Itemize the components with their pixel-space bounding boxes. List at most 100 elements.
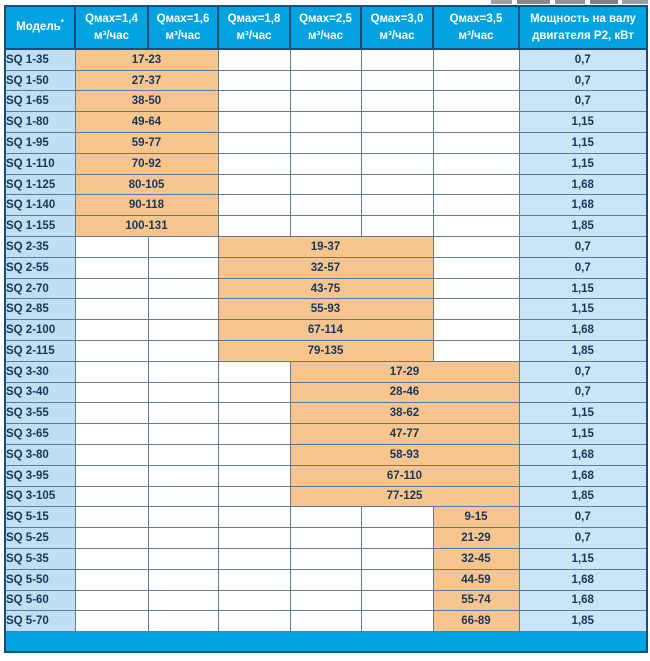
empty-cell <box>147 319 219 341</box>
model-cell: SQ 3-80 <box>4 443 76 466</box>
empty-cell <box>360 69 434 92</box>
empty-cell <box>432 215 520 238</box>
qmax-header-unit: м³/час <box>236 29 272 42</box>
cropped-image-fragment <box>590 0 618 4</box>
empty-cell <box>217 402 291 425</box>
empty-cell <box>217 568 291 591</box>
empty-cell <box>217 610 291 633</box>
table-row: SQ 1-35 17-23 0,7 <box>4 48 648 71</box>
empty-cell <box>147 256 219 279</box>
empty-cell <box>147 506 219 529</box>
table-row: SQ 2-70 43-75 1,15 <box>4 277 648 300</box>
model-cell: SQ 1-80 <box>4 111 76 134</box>
empty-cell <box>360 527 434 549</box>
power-cell: 0,7 <box>518 527 648 549</box>
empty-cell <box>432 69 520 92</box>
power-cell: 0,7 <box>518 69 648 92</box>
table-header: Модель* Qмах=1,4 м³/час Qмах=1,6 м³/час Qмах=… <box>4 4 648 51</box>
qmax-header-label: Qмах=2,5 <box>299 13 352 25</box>
power-cell: 1,15 <box>518 547 648 570</box>
empty-cell <box>289 506 362 529</box>
empty-cell <box>74 298 149 321</box>
model-cell: SQ 3-65 <box>4 423 76 445</box>
empty-cell <box>147 610 219 633</box>
empty-cell <box>74 423 149 445</box>
empty-cell <box>217 90 291 113</box>
qmax-header-label: Qмах=1,8 <box>227 13 281 25</box>
header-cell-q35: Qмах=3,5 м³/час <box>432 4 520 51</box>
flow-range-cell: 17-23 <box>74 48 219 71</box>
flow-range-cell: 59-77 <box>74 132 219 154</box>
power-header-line1: Мощность на валу <box>530 13 636 25</box>
flow-range-cell: 80-105 <box>74 173 219 196</box>
empty-cell <box>74 589 149 612</box>
empty-cell <box>217 381 291 404</box>
empty-cell <box>289 152 362 175</box>
model-cell: SQ 3-30 <box>4 360 76 383</box>
flow-range-cell: 9-15 <box>432 506 520 529</box>
table-row: SQ 2-55 32-57 0,7 <box>4 256 648 279</box>
empty-cell <box>217 132 291 154</box>
empty-cell <box>217 589 291 612</box>
empty-cell <box>432 173 520 196</box>
footer-row <box>4 631 648 653</box>
empty-cell <box>289 194 362 217</box>
flow-range-cell: 43-75 <box>217 277 434 300</box>
empty-cell <box>217 152 291 175</box>
power-cell: 1,68 <box>518 194 648 217</box>
model-cell: SQ 2-55 <box>4 256 76 279</box>
empty-cell <box>217 485 291 508</box>
empty-cell <box>74 236 149 258</box>
power-cell: 0,7 <box>518 381 648 404</box>
empty-cell <box>360 194 434 217</box>
header-cell-q25: Qмах=2,5 м³/час <box>289 4 362 51</box>
model-cell: SQ 5-60 <box>4 589 76 612</box>
empty-cell <box>217 547 291 570</box>
flow-range-cell: 77-125 <box>289 485 520 508</box>
empty-cell <box>360 90 434 113</box>
model-cell: SQ 2-70 <box>4 277 76 300</box>
empty-cell <box>432 152 520 175</box>
flow-range-cell: 67-110 <box>289 464 520 487</box>
qmax-header-unit: м³/час <box>379 29 415 42</box>
empty-cell <box>360 547 434 570</box>
empty-cell <box>289 69 362 92</box>
empty-cell <box>289 527 362 549</box>
empty-cell <box>360 568 434 591</box>
empty-cell <box>289 48 362 71</box>
empty-cell <box>289 111 362 134</box>
model-cell: SQ 3-95 <box>4 464 76 487</box>
table-row: SQ 2-35 19-37 0,7 <box>4 236 648 258</box>
flow-range-cell: 66-89 <box>432 610 520 633</box>
empty-cell <box>74 381 149 404</box>
empty-cell <box>217 464 291 487</box>
table-row: SQ 2-115 79-135 1,85 <box>4 340 648 362</box>
empty-cell <box>432 111 520 134</box>
power-cell: 1,68 <box>518 464 648 487</box>
table-row: SQ 3-30 17-29 0,7 <box>4 360 648 383</box>
empty-cell <box>432 340 520 362</box>
model-cell: SQ 1-155 <box>4 215 76 238</box>
empty-cell <box>217 194 291 217</box>
power-cell: 0,7 <box>518 236 648 258</box>
empty-cell <box>360 506 434 529</box>
flow-range-cell: 58-93 <box>289 443 520 466</box>
model-cell: SQ 2-85 <box>4 298 76 321</box>
flow-range-cell: 47-77 <box>289 423 520 445</box>
empty-cell <box>147 485 219 508</box>
empty-cell <box>147 402 219 425</box>
flow-range-cell: 55-93 <box>217 298 434 321</box>
power-cell: 0,7 <box>518 360 648 383</box>
model-cell: SQ 2-35 <box>4 236 76 258</box>
table-row: SQ 2-100 67-114 1,68 <box>4 319 648 341</box>
empty-cell <box>147 236 219 258</box>
empty-cell <box>74 464 149 487</box>
empty-cell <box>360 111 434 134</box>
model-cell: SQ 3-105 <box>4 485 76 508</box>
model-cell: SQ 1-125 <box>4 173 76 196</box>
power-cell: 1,15 <box>518 111 648 134</box>
empty-cell <box>360 152 434 175</box>
power-cell: 0,7 <box>518 48 648 71</box>
table-row: SQ 3-105 77-125 1,85 <box>4 485 648 508</box>
empty-cell <box>74 256 149 279</box>
